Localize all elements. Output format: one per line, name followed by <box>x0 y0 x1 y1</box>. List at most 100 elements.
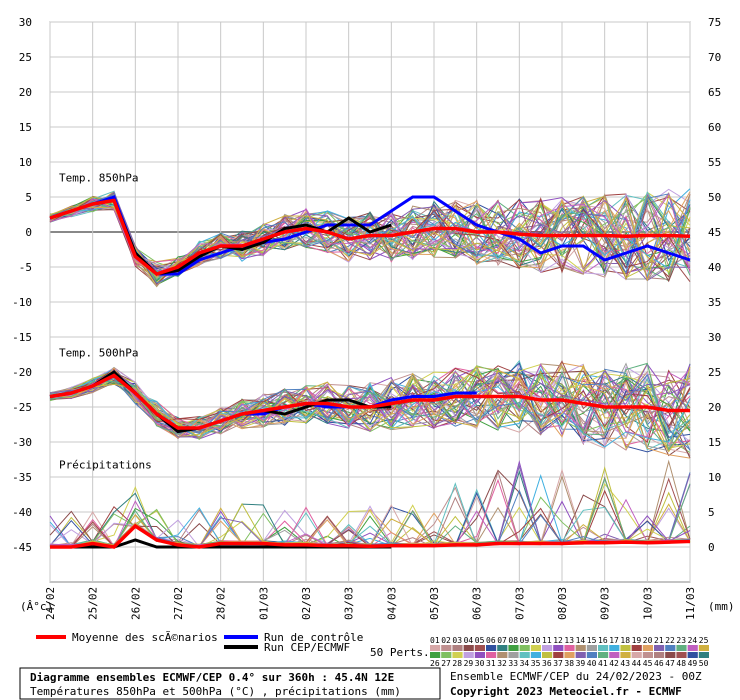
pert-number: 17 <box>609 636 619 645</box>
pert-swatch <box>486 652 497 658</box>
x-tick-label: 26/02 <box>129 587 142 620</box>
pert-swatch <box>631 652 642 658</box>
pert-number: 22 <box>665 636 675 645</box>
pert-number: 40 <box>587 659 597 668</box>
legend-cep-label: Run CEP/ECMWF <box>264 641 350 654</box>
ensemble-member-line <box>49 362 691 451</box>
y-right-tick-label: 20 <box>708 401 721 414</box>
pert-number: 35 <box>531 659 541 668</box>
x-tick-label: 04/03 <box>385 587 398 620</box>
pert-number: 34 <box>520 659 530 668</box>
y-right-tick-label: 50 <box>708 191 721 204</box>
pert-swatch <box>542 652 553 658</box>
panel-labels: Temp. 850hPa Temp. 500hPa Précipitations <box>59 172 152 472</box>
pert-swatch <box>463 645 474 651</box>
pert-swatch <box>564 652 575 658</box>
footer-subtitle: Températures 850hPa et 500hPa (°C) , pré… <box>30 685 401 698</box>
pert-number: 39 <box>576 659 586 668</box>
series-line <box>49 373 690 430</box>
pert-number: 26 <box>430 659 440 668</box>
footer-title-box <box>19 667 441 700</box>
main-series <box>49 195 691 549</box>
chart-axes: 302520151050-5-10-15-20-25-30-35-40-4575… <box>12 16 734 620</box>
pert-swatch <box>676 652 687 658</box>
footer-run-info: Ensemble ECMWF/CEP du 24/02/2023 - 00Z <box>450 670 702 683</box>
pert-swatch <box>665 645 676 651</box>
pert-number: 08 <box>508 636 518 645</box>
pert-swatch <box>609 652 620 658</box>
pert-number: 09 <box>520 636 530 645</box>
pert-number: 24 <box>688 636 698 645</box>
x-tick-label: 07/03 <box>513 587 526 620</box>
x-tick-label: 06/03 <box>471 587 484 620</box>
y-left-tick-label: 30 <box>19 16 32 29</box>
pert-swatch <box>586 652 597 658</box>
panel-label: Précipitations <box>59 459 152 472</box>
y-left-tick-label: -15 <box>12 331 32 344</box>
x-tick-label: 24/02 <box>44 587 57 620</box>
ensemble-member-line <box>49 198 691 270</box>
pert-number: 05 <box>475 636 485 645</box>
pert-number: 38 <box>564 659 574 668</box>
pert-swatch <box>654 652 665 658</box>
x-tick-label: 11/03 <box>684 587 697 620</box>
x-tick-label: 02/03 <box>300 587 313 620</box>
x-tick-label: 28/02 <box>215 587 228 620</box>
pert-swatch <box>564 645 575 651</box>
pert-number: 29 <box>464 659 474 668</box>
pert-swatch <box>631 645 642 651</box>
pert-swatch <box>530 645 541 651</box>
y-left-tick-label: 5 <box>25 191 32 204</box>
ensemble-member-line <box>49 194 691 281</box>
right-unit-label: (mm) <box>708 600 735 613</box>
pert-number: 14 <box>576 636 586 645</box>
pert-swatch <box>508 645 519 651</box>
pert-number: 27 <box>441 659 451 668</box>
x-tick-label: 08/03 <box>556 587 569 620</box>
pert-swatch <box>665 652 676 658</box>
pert-swatch <box>474 652 485 658</box>
pert-number: 03 <box>452 636 462 645</box>
pert-number: 25 <box>699 636 709 645</box>
pert-number: 47 <box>665 659 675 668</box>
y-right-tick-label: 35 <box>708 296 721 309</box>
pert-number: 23 <box>676 636 686 645</box>
pert-number: 11 <box>542 636 552 645</box>
ensemble-member-line <box>49 193 691 284</box>
x-tick-label: 01/03 <box>257 587 270 620</box>
pert-swatch <box>441 645 452 651</box>
pert-number: 48 <box>676 659 686 668</box>
pert-swatch <box>698 652 709 658</box>
pert-number: 10 <box>531 636 541 645</box>
y-right-tick-label: 10 <box>708 471 721 484</box>
pert-number: 12 <box>553 636 563 645</box>
ensemble-member-line <box>49 367 691 445</box>
pert-swatch <box>553 645 564 651</box>
panel-label: Temp. 500hPa <box>59 347 138 360</box>
ensemble-member-line <box>49 363 691 438</box>
y-right-tick-label: 40 <box>708 261 721 274</box>
pert-swatch <box>654 645 665 651</box>
panel-label: Temp. 850hPa <box>59 172 138 185</box>
pert-number: 41 <box>598 659 608 668</box>
pert-number: 01 <box>430 636 440 645</box>
x-tick-label: 10/03 <box>641 587 654 620</box>
pert-swatch <box>452 652 463 658</box>
pert-swatch <box>575 652 586 658</box>
pert-swatch <box>452 645 463 651</box>
ensemble-member-line <box>49 196 691 285</box>
pert-swatch <box>598 652 609 658</box>
pert-number: 36 <box>542 659 552 668</box>
legend-control-label: Run de contrôle <box>264 631 363 644</box>
ensemble-member-line <box>49 365 691 438</box>
legend-mean-label: Moyenne des scÃ©narios <box>72 631 218 644</box>
pert-swatch <box>519 645 530 651</box>
y-right-tick-label: 15 <box>708 436 721 449</box>
pert-number: 37 <box>553 659 563 668</box>
pert-number: 07 <box>497 636 507 645</box>
y-left-tick-label: 10 <box>19 156 32 169</box>
y-right-tick-label: 55 <box>708 156 721 169</box>
y-left-tick-label: 20 <box>19 86 32 99</box>
pert-swatch <box>553 652 564 658</box>
